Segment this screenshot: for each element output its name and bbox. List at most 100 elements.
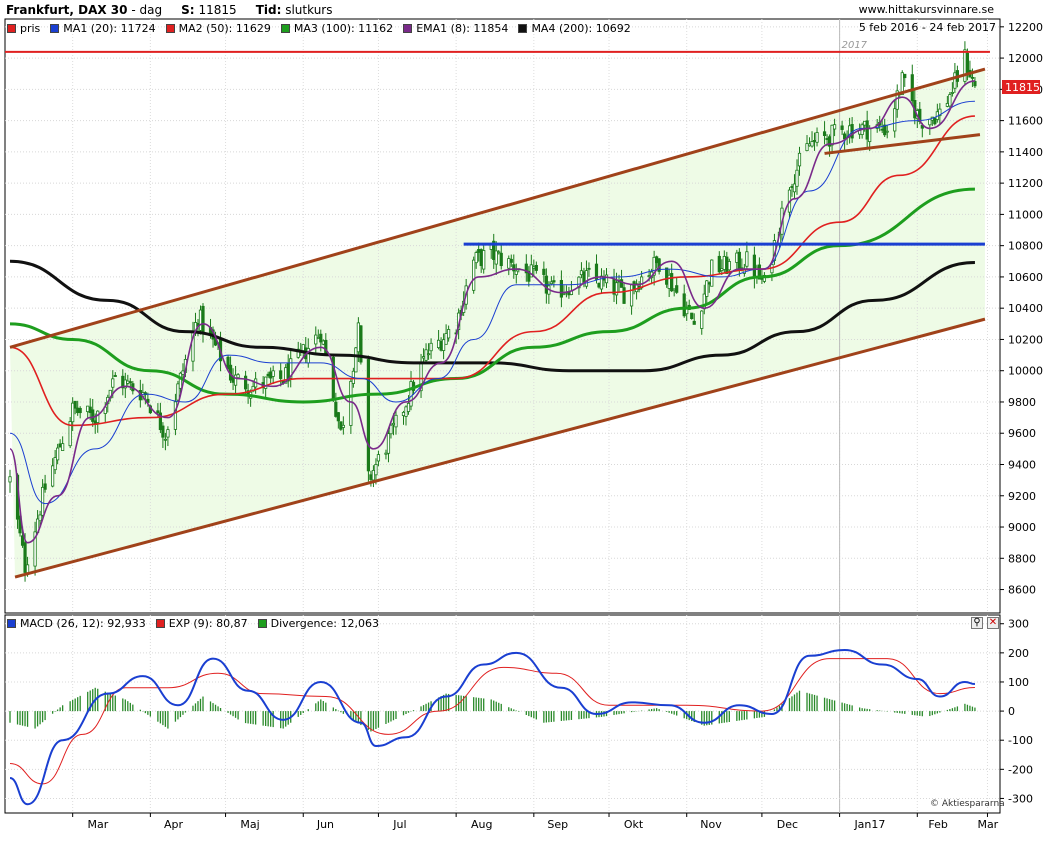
- candle: [830, 124, 834, 154]
- date-range: 5 feb 2016 - 24 feb 2017: [858, 21, 996, 34]
- candle-body: [482, 250, 486, 270]
- x-tick-label: Mar: [88, 818, 109, 831]
- candle-body: [670, 273, 674, 292]
- candle-body: [665, 267, 669, 285]
- zoom-icon[interactable]: ⚲: [971, 617, 983, 629]
- candle-body: [752, 254, 756, 279]
- candle: [822, 121, 827, 145]
- ema8-line: [9, 80, 976, 544]
- candle-body: [542, 268, 546, 275]
- candle-body: [953, 72, 957, 89]
- candle-body: [792, 183, 797, 193]
- candle-body: [559, 279, 563, 298]
- candle-body: [128, 381, 132, 383]
- candle: [271, 365, 275, 384]
- candle-body: [178, 372, 183, 389]
- close-icon[interactable]: ✕: [987, 617, 999, 629]
- candle: [542, 261, 546, 283]
- candle-body: [675, 285, 679, 293]
- legend-swatch: [50, 23, 60, 33]
- candle-body: [429, 342, 433, 352]
- candle-body: [472, 259, 476, 291]
- candle-body: [38, 514, 42, 522]
- candle-body: [948, 94, 952, 107]
- candle: [710, 259, 714, 287]
- candle-body: [25, 564, 30, 574]
- candle: [727, 258, 731, 276]
- candle-body: [394, 414, 398, 428]
- candle-body: [409, 381, 413, 407]
- candle-body: [161, 425, 165, 438]
- candle: [198, 305, 203, 335]
- candle-body: [822, 131, 827, 136]
- candle-body: [71, 402, 75, 423]
- x-tick-label: Okt: [624, 818, 644, 831]
- candle-body: [672, 288, 676, 291]
- candle: [619, 269, 624, 288]
- candle: [587, 262, 591, 277]
- candle-body: [271, 370, 275, 377]
- price-grid: 8600 8800 9000 9200 9400 9600 9800 10000 10200 10…: [5, 19, 1043, 831]
- candle-body: [737, 251, 741, 270]
- candle-body: [690, 312, 694, 319]
- candle-body: [757, 264, 761, 280]
- candle: [675, 277, 679, 294]
- candle-body: [843, 133, 847, 140]
- candle-body: [928, 118, 932, 126]
- candle-body: [599, 275, 604, 290]
- macd-panel: [4, 614, 1001, 814]
- candle-body: [812, 140, 817, 142]
- x-tick-label: Feb: [928, 818, 947, 831]
- candle: [594, 254, 599, 284]
- candle-body: [269, 371, 273, 379]
- candle: [893, 99, 897, 138]
- candle-body: [933, 117, 937, 125]
- candle: [797, 146, 802, 176]
- legend-label: MACD (26, 12): 92,933: [20, 616, 146, 630]
- candle-body: [720, 268, 724, 271]
- candle: [792, 174, 797, 199]
- x-tick-label: Dec: [777, 818, 798, 831]
- candle-body: [334, 401, 338, 417]
- legend-label: MA4 (200): 10692: [531, 21, 631, 35]
- x-tick-label: Aug: [471, 818, 492, 831]
- candle-body: [341, 424, 345, 428]
- candle-body: [524, 263, 528, 274]
- candle: [61, 436, 65, 451]
- candle: [507, 255, 511, 276]
- candle-body: [91, 409, 95, 422]
- candle: [394, 408, 398, 435]
- candle: [429, 338, 433, 359]
- candle: [622, 282, 626, 304]
- candle-body: [700, 310, 704, 329]
- candle: [91, 398, 95, 427]
- candle-body: [549, 281, 553, 285]
- candle: [341, 416, 345, 435]
- candle-body: [426, 353, 431, 356]
- candle-body: [53, 457, 57, 471]
- candle: [514, 263, 518, 284]
- candle: [883, 118, 887, 137]
- candle-body: [166, 429, 170, 438]
- legend-label: EXP (9): 80,87: [168, 616, 248, 630]
- candle: [244, 370, 248, 395]
- candle: [73, 400, 77, 415]
- candle-body: [51, 465, 55, 487]
- candle: [161, 422, 165, 448]
- y-tick-label: 12200: [1008, 21, 1043, 34]
- candle-body: [354, 347, 358, 373]
- legend-swatch: [257, 618, 267, 628]
- site-url[interactable]: www.hittakursvinnare.se: [858, 3, 994, 16]
- y-tick-label: 11400: [1008, 146, 1043, 159]
- candle-body: [156, 410, 160, 414]
- candle-body: [579, 270, 584, 276]
- candle-body: [201, 305, 205, 333]
- candle: [903, 73, 907, 87]
- candle-body: [61, 443, 65, 451]
- candle-body: [604, 274, 609, 284]
- candle-body: [692, 320, 696, 325]
- candle-body: [647, 275, 651, 278]
- candle: [497, 250, 501, 255]
- candle-body: [667, 274, 671, 289]
- candle-body: [865, 120, 869, 140]
